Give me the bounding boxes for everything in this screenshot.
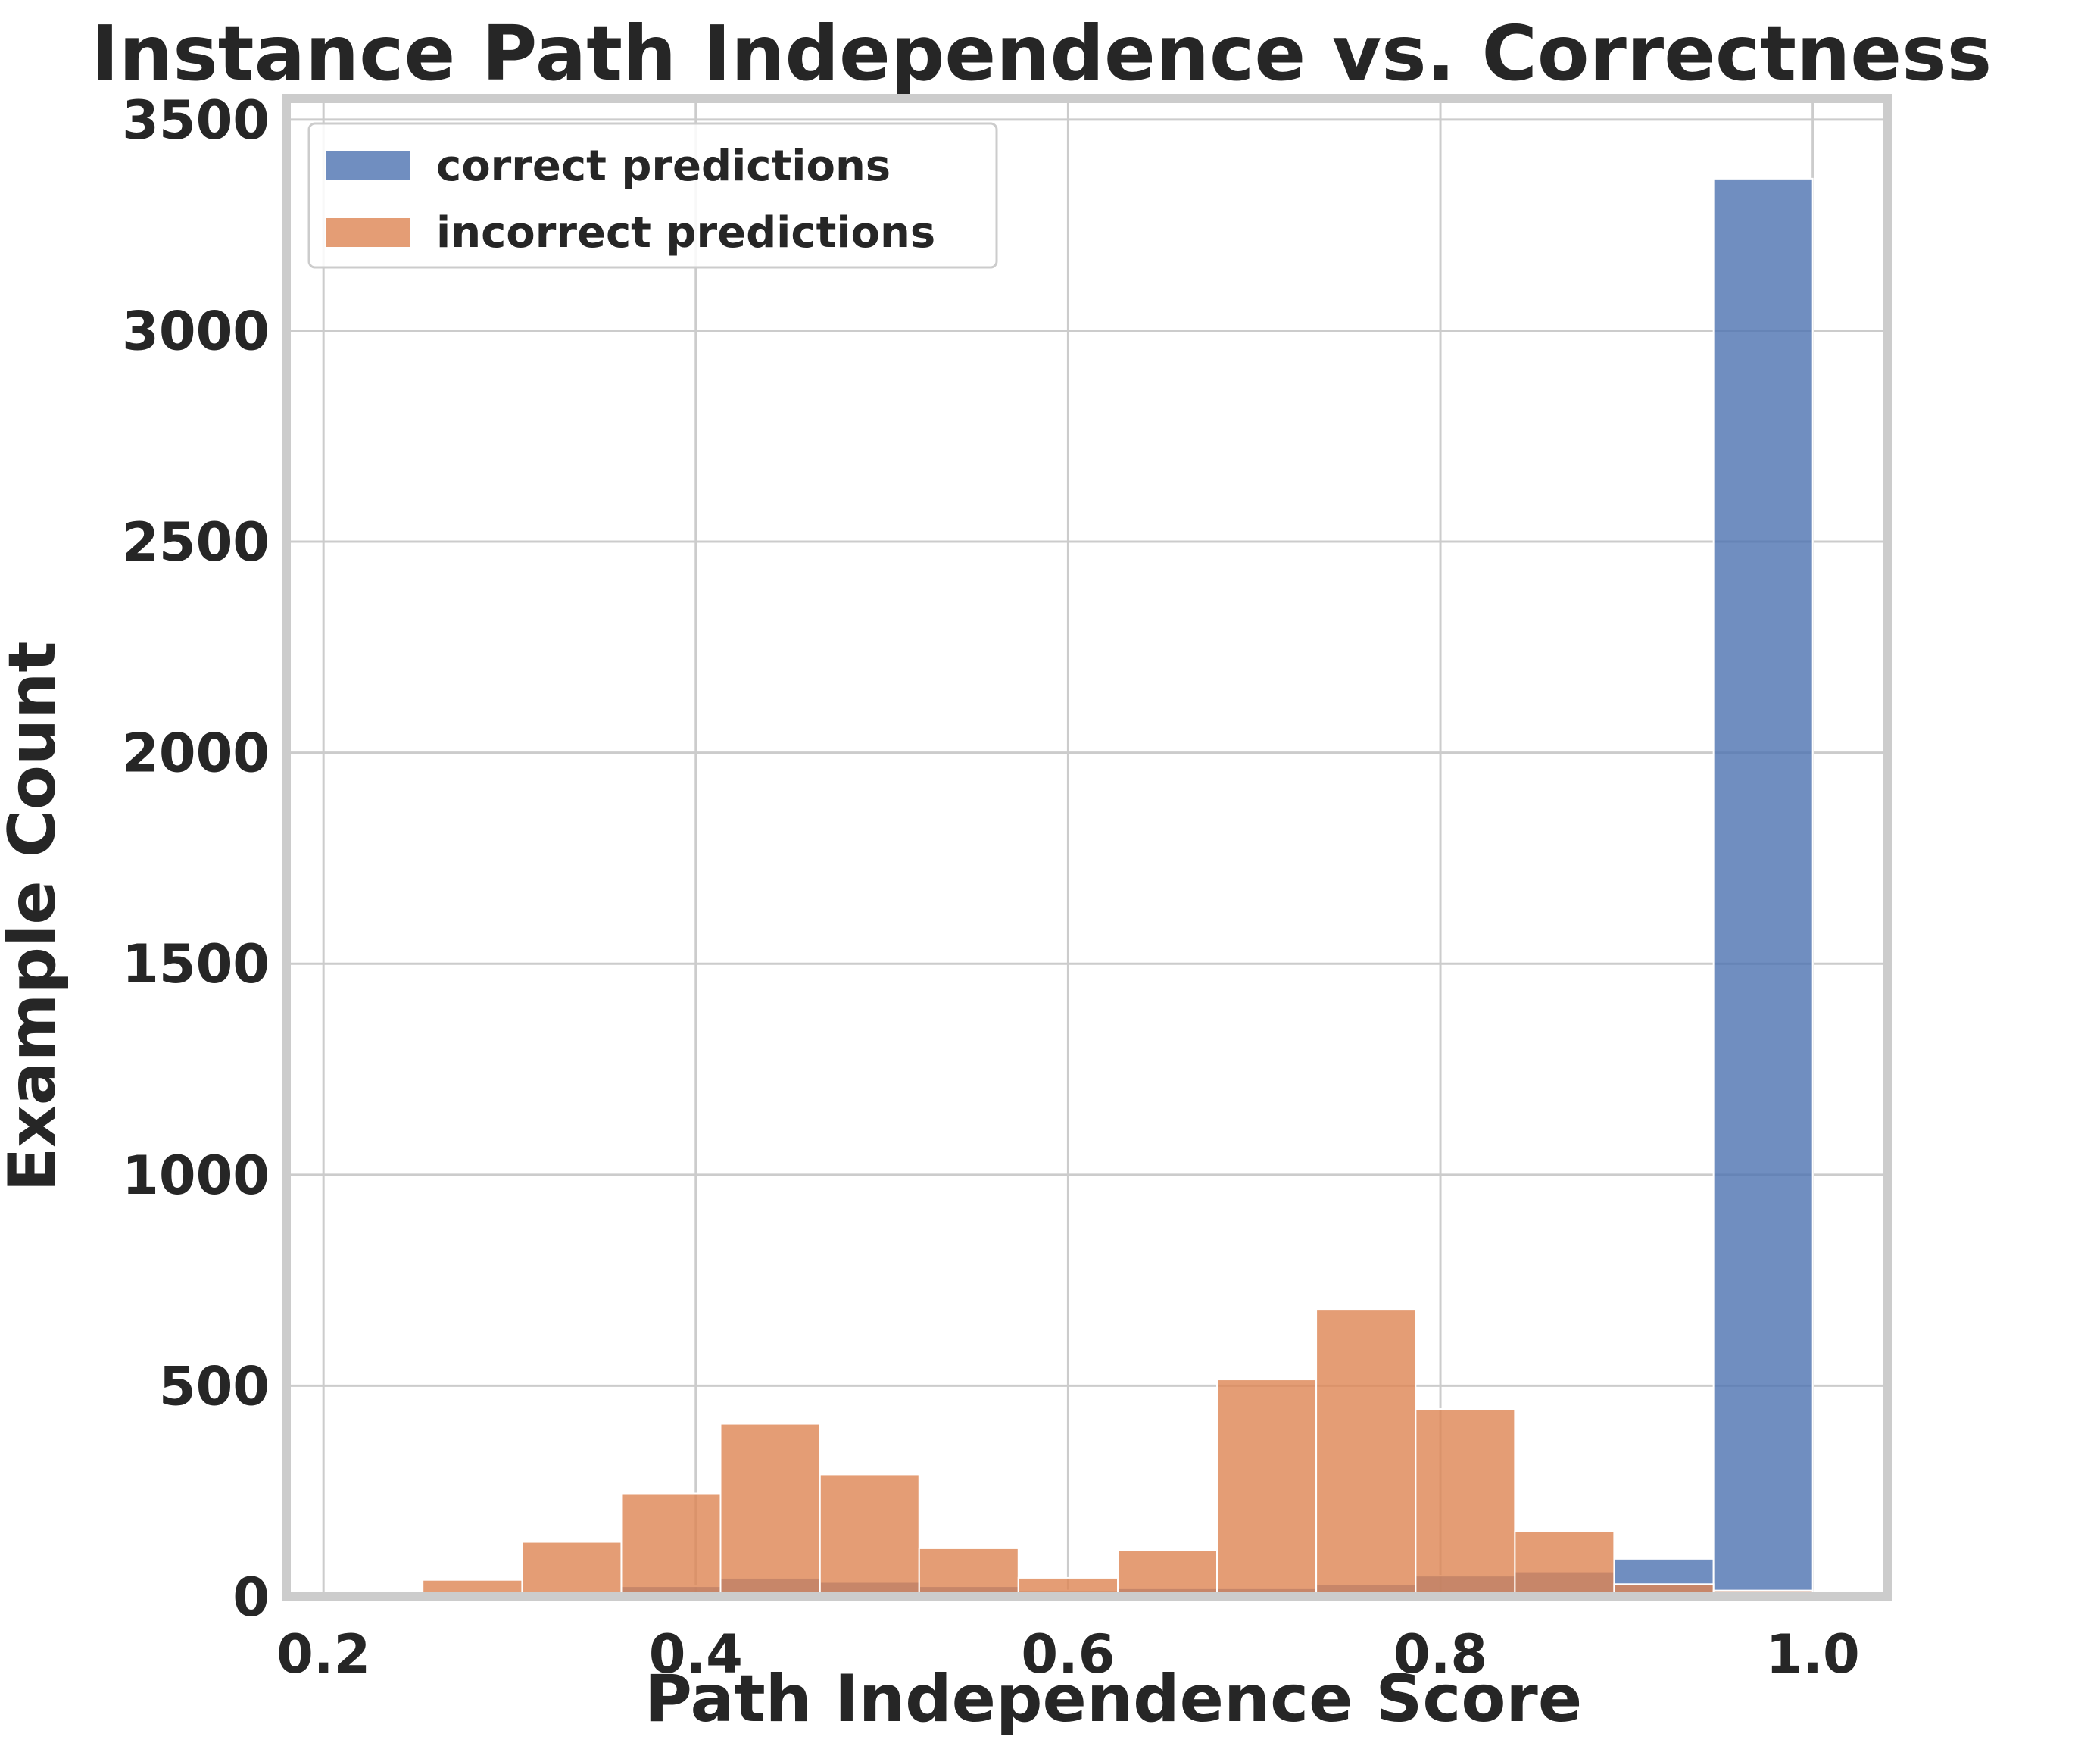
histogram-bar [918, 1547, 1019, 1598]
series-incorrect [323, 1309, 1814, 1598]
bars-layer [323, 177, 1814, 1598]
histogram-bar [819, 1473, 920, 1598]
y-tick-label: 0 [232, 1567, 270, 1629]
x-tick-label: 0.8 [1393, 1623, 1487, 1685]
histogram-bar [620, 1492, 722, 1598]
histogram-bar [1415, 1408, 1516, 1598]
y-tick-label: 1500 [122, 933, 270, 995]
histogram-bar [719, 1423, 821, 1598]
x-tick-labels: 0.2 0.4 0.6 0.8 1.0 [276, 1623, 1860, 1685]
y-axis-label: Example Count [0, 642, 70, 1192]
histogram-bar [521, 1541, 623, 1598]
y-tick-label: 2000 [122, 723, 270, 785]
x-tick-label: 0.2 [276, 1623, 370, 1685]
legend-swatch [326, 151, 410, 180]
histogram-bar [1117, 1549, 1218, 1598]
chart-title: Instance Path Independence vs. Correctne… [91, 9, 1992, 98]
histogram-bar [1216, 1379, 1318, 1598]
legend: correct predictions incorrect predictions [307, 122, 998, 269]
grid-lines [286, 98, 1887, 1598]
histogram-bar [1315, 1309, 1417, 1598]
x-axis-label: Path Independence Score [644, 1661, 1582, 1737]
y-tick-label: 500 [159, 1355, 270, 1417]
y-tick-label: 3000 [122, 300, 270, 362]
legend-label: incorrect predictions [436, 208, 935, 258]
y-tick-labels: 0 500 1000 1500 2000 2500 3000 3500 [122, 89, 270, 1629]
histogram-bar [1712, 177, 1814, 1598]
y-tick-label: 1000 [122, 1145, 270, 1207]
legend-box [307, 122, 998, 269]
y-tick-label: 3500 [122, 89, 270, 151]
x-tick-label: 0.4 [649, 1623, 743, 1685]
plot-frame [282, 94, 1892, 1601]
x-tick-label: 1.0 [1766, 1623, 1860, 1685]
legend-label: correct predictions [436, 142, 891, 191]
histogram-bar [1514, 1530, 1615, 1598]
y-tick-label: 2500 [122, 511, 270, 573]
x-tick-label: 0.6 [1021, 1623, 1115, 1685]
legend-swatch [326, 218, 410, 247]
